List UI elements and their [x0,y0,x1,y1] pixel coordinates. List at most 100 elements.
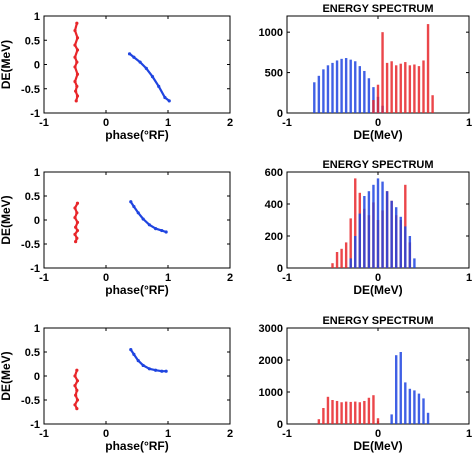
x-axis-label: phase(°RF) [105,128,168,142]
x-tick-label: -1 [282,272,292,284]
bar [404,382,407,424]
bar [404,62,407,113]
bar [322,69,325,113]
series-line [73,369,79,410]
bar [385,191,389,268]
bar [331,62,334,113]
bar [340,402,343,424]
bar [399,352,402,424]
bar [395,207,398,268]
bar [313,82,316,113]
x-tick-label: -1 [39,428,49,440]
bar [340,248,343,268]
bar [317,419,321,424]
y-tick-label: -0.5 [21,239,40,251]
x-axis-label: DE(MeV) [353,283,402,297]
series-line [128,52,171,102]
bar [349,59,352,113]
bar [349,218,352,268]
x-tick-label: 0 [103,428,109,440]
series-line [129,200,168,234]
x-tick-label: 1 [466,428,472,440]
bar [331,400,334,424]
y-tick-label: 0 [34,215,40,227]
y-tick-label: -0.5 [21,84,40,96]
series-line [73,22,79,102]
bar [344,58,348,113]
y-tick-label: 200 [265,231,283,243]
bar [390,414,393,424]
bar [395,65,398,113]
bar [372,100,375,113]
y-tick-label: 1000 [259,27,283,39]
bar [335,60,339,113]
y-axis-label: DE(MeV) [0,195,13,244]
bar [349,258,352,268]
bar [431,95,434,113]
bar [367,78,371,113]
x-tick-label: 1 [165,428,171,440]
y-tick-label: 2000 [259,355,283,367]
x-tick-label: 0 [375,272,381,284]
bar [326,65,330,113]
bar [426,24,430,113]
bar [331,263,334,268]
x-tick-label: -1 [39,272,49,284]
x-tick-label: 2 [227,272,233,284]
y-tick-label: 1 [34,11,40,23]
y-tick-label: 0 [277,108,283,120]
bar [390,61,393,113]
bar [381,181,384,268]
x-tick-label: 2 [227,117,233,129]
x-tick-label: 0 [375,428,381,440]
bar [422,60,425,113]
x-tick-label: -1 [39,117,49,129]
y-tick-label: 0 [34,60,40,72]
x-axis-label: DE(MeV) [353,439,402,453]
x-tick-label: 2 [227,428,233,440]
bar [354,236,357,268]
plot-frame [43,171,231,269]
x-tick-label: 0 [103,117,109,129]
bar [426,412,430,424]
bar [417,66,421,113]
y-tick-label: -1 [30,419,40,431]
bar [408,388,412,424]
bar [399,216,402,268]
x-axis-label: phase(°RF) [105,439,168,453]
bar [413,64,416,113]
x-tick-label: 0 [375,117,381,129]
bar [349,401,352,424]
bar [363,400,366,424]
bar [381,32,384,113]
bar [390,200,393,268]
plot-frame [286,327,470,425]
plot-frame [43,15,231,114]
series-line [73,202,79,243]
bar [317,75,321,113]
bar [395,355,398,424]
y-tick-label: -0.5 [21,395,40,407]
y-axis-label: DE(MeV) [0,351,13,400]
plot-frame [43,327,231,425]
series-line [129,348,168,373]
bar [363,70,366,113]
y-tick-label: -1 [30,108,40,120]
bar [358,213,361,268]
y-axis-label: DE(MeV) [0,40,13,89]
chart-title: ENERGY SPECTRUM [322,3,433,15]
bar [335,400,339,424]
y-tick-label: -1 [30,263,40,275]
bar [335,252,339,268]
bar [344,242,348,268]
x-axis-label: phase(°RF) [105,283,168,297]
y-tick-label: 0.5 [25,347,40,359]
y-tick-label: 3000 [259,323,283,335]
bar [404,226,407,268]
bar [376,418,380,424]
y-tick-label: 400 [265,199,283,211]
y-tick-label: 1 [34,167,40,179]
y-tick-label: 0 [277,419,283,431]
x-tick-label: 1 [165,117,171,129]
